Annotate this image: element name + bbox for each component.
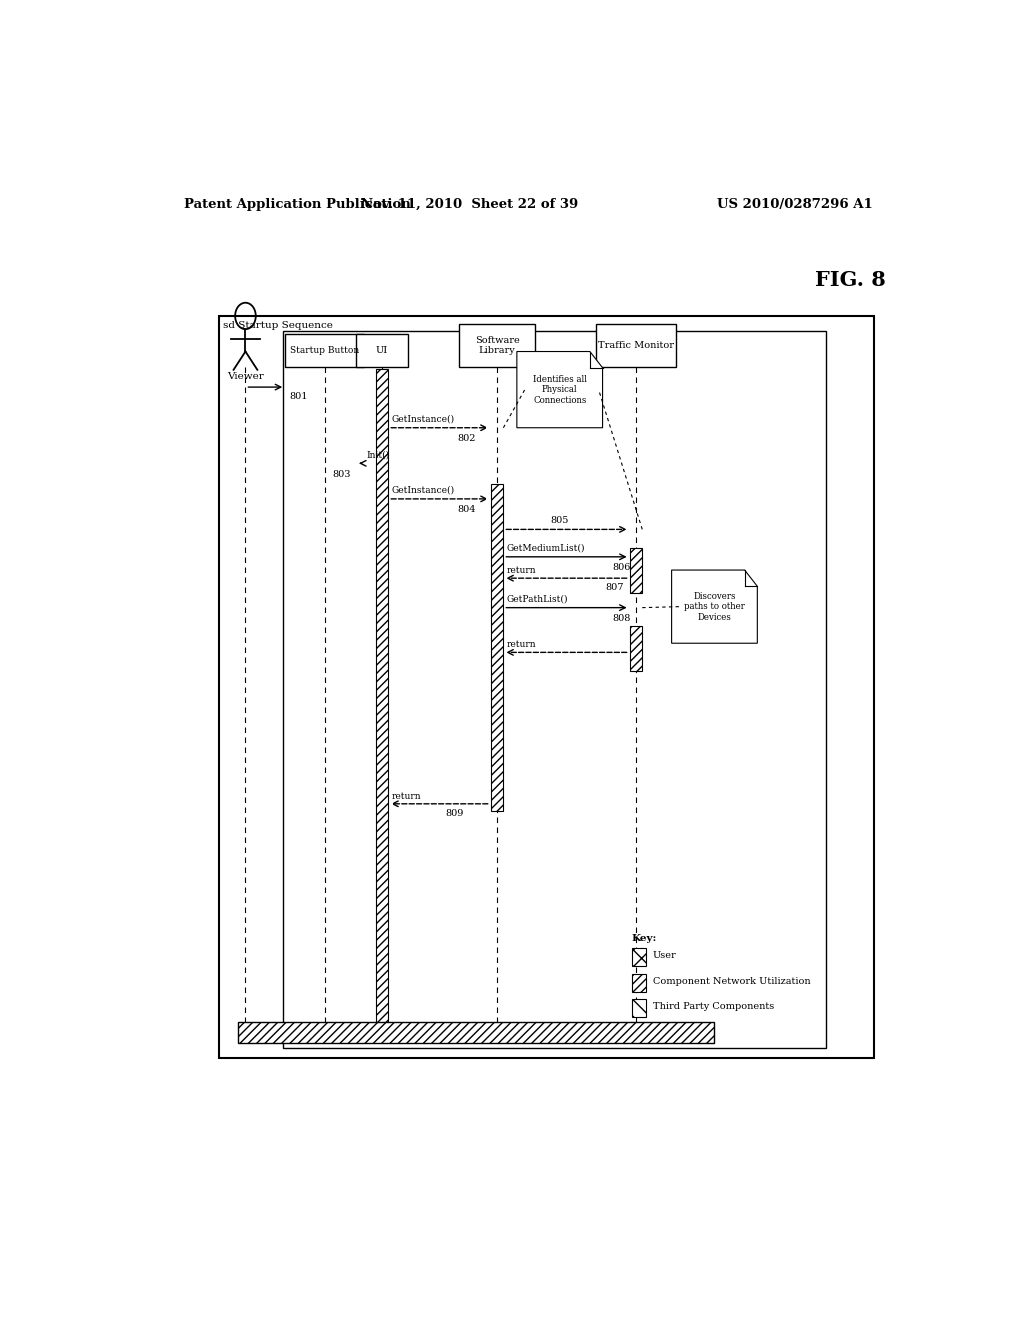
Text: Identifies all
Physical
Connections: Identifies all Physical Connections (532, 375, 587, 404)
Text: GetPathList(): GetPathList() (507, 594, 568, 603)
Text: Startup Button: Startup Button (290, 346, 359, 355)
Text: 807: 807 (606, 583, 625, 593)
Bar (632, 948, 646, 966)
Text: 808: 808 (612, 614, 631, 623)
Bar (283, 331, 826, 1048)
Text: Patent Application Publication: Patent Application Publication (183, 198, 411, 211)
Text: US 2010/0287296 A1: US 2010/0287296 A1 (717, 198, 872, 211)
Text: 804: 804 (458, 506, 476, 513)
Bar (460, 325, 535, 367)
Text: 801: 801 (289, 392, 307, 401)
Bar (596, 325, 676, 367)
Text: GetInstance(): GetInstance() (391, 486, 455, 495)
Bar (632, 974, 646, 991)
Text: Init(): Init() (367, 450, 390, 459)
Bar (285, 334, 365, 367)
Bar (492, 483, 503, 810)
Bar (630, 548, 642, 594)
Text: 802: 802 (458, 434, 476, 444)
Text: Discovers
paths to other
Devices: Discovers paths to other Devices (684, 591, 744, 622)
Text: FIG. 8: FIG. 8 (815, 271, 886, 290)
Bar (376, 368, 388, 1024)
Text: Software
Library: Software Library (475, 335, 519, 355)
Text: GetInstance(): GetInstance() (391, 414, 455, 424)
Bar (632, 999, 646, 1018)
Bar (219, 315, 874, 1057)
Text: Viewer: Viewer (227, 372, 264, 381)
Polygon shape (672, 570, 758, 643)
Text: Third Party Components: Third Party Components (652, 1002, 774, 1011)
Text: Component Network Utilization: Component Network Utilization (652, 977, 810, 986)
Bar (630, 626, 642, 671)
Bar (356, 334, 408, 367)
Text: UI: UI (376, 346, 388, 355)
Text: return: return (507, 566, 537, 576)
Text: 806: 806 (612, 564, 631, 572)
Text: Nov. 11, 2010  Sheet 22 of 39: Nov. 11, 2010 Sheet 22 of 39 (360, 198, 578, 211)
Text: sd System: sd System (287, 337, 340, 346)
Text: User: User (652, 952, 676, 961)
Polygon shape (517, 351, 602, 428)
Text: Key:: Key: (632, 935, 657, 942)
Text: 809: 809 (445, 809, 464, 818)
Text: sd Startup Sequence: sd Startup Sequence (223, 321, 333, 330)
Text: GetMediumList(): GetMediumList() (507, 544, 585, 553)
Text: 805: 805 (551, 516, 569, 525)
Text: 803: 803 (333, 470, 351, 479)
Text: Traffic Monitor: Traffic Monitor (598, 341, 674, 350)
Bar (238, 1022, 714, 1043)
Text: return: return (391, 792, 421, 801)
Text: return: return (507, 640, 537, 649)
